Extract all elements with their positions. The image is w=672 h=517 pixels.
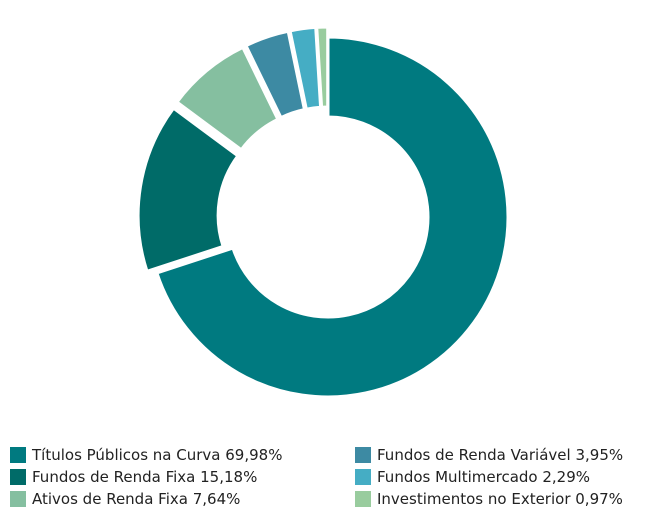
donut-slice [315,25,330,109]
legend-label: Fundos de Renda Fixa 15,18% [32,468,257,486]
legend-name: Títulos Públicos na Curva [31,446,220,464]
legend-name: Fundos Multimercado [377,468,538,486]
legend-label: Investimentos no Exterior 0,97% [377,490,623,508]
legend-swatch [355,491,371,507]
legend-value: 7,64% [193,490,241,508]
legend-name: Fundos de Renda Variável [377,446,571,464]
legend-swatch [10,491,26,507]
legend-swatch [355,447,371,463]
legend-value: 0,97% [575,490,623,508]
legend-name: Ativos de Renda Fixa [32,490,188,508]
legend-label: Títulos Públicos na Curva 69,98% [31,446,282,464]
legend-swatch [10,447,26,463]
legend-value: 69,98% [225,446,282,464]
legend-label: Ativos de Renda Fixa 7,64% [32,490,240,508]
legend-swatch [10,469,26,485]
donut-slice [155,35,510,399]
legend-label: Fundos de Renda Variável 3,95% [377,446,623,464]
legend-name: Fundos de Renda Fixa [32,468,195,486]
legend-value: 15,18% [200,468,257,486]
legend-name: Investimentos no Exterior [377,490,571,508]
donut-slice [136,106,240,274]
legend-value: 3,95% [575,446,623,464]
legend-swatch [355,469,371,485]
donut-slice [243,29,307,120]
donut-slice [174,45,280,152]
legend-label: Fundos Multimercado 2,29% [377,468,590,486]
legend-value: 2,29% [542,468,590,486]
